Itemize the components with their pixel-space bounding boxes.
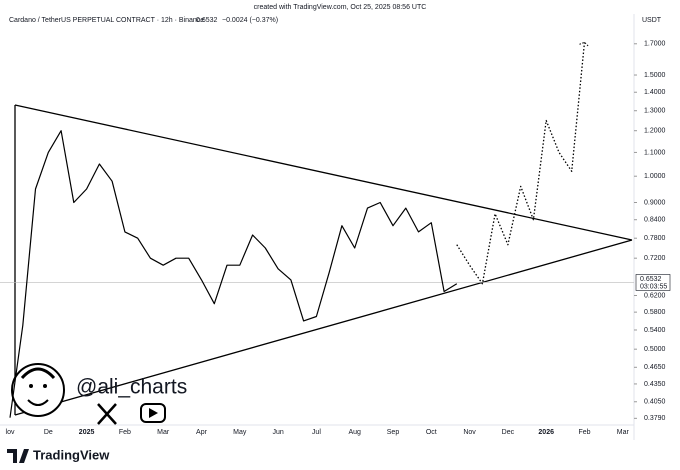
y-tick-label: 0.5000 — [644, 346, 666, 353]
y-tick-label: 0.4650 — [644, 364, 666, 371]
header-price: 0.6532 — [196, 17, 218, 24]
last-price-label: 0.6532 — [640, 276, 662, 283]
x-tick-label: De — [44, 429, 53, 436]
x-tick-label: Jul — [312, 429, 321, 436]
youtube-play — [149, 408, 158, 418]
y-tick-label: 1.1000 — [644, 149, 666, 156]
x-tick-label: lov — [6, 429, 15, 436]
y-tick-label: 1.3000 — [644, 108, 666, 115]
youtube-logo — [140, 403, 166, 423]
series-line — [456, 42, 586, 285]
last-price-box — [635, 274, 671, 291]
y-tick-label: 0.9000 — [644, 199, 666, 206]
x-tick-label: Nov — [463, 429, 476, 436]
x-tick-label: Feb — [578, 429, 590, 436]
upper-trendline — [14, 104, 633, 241]
avatar-hair — [20, 367, 56, 380]
avatar-eye — [43, 384, 47, 388]
x-tick-label: Mar — [617, 429, 630, 436]
y-tick-label: 0.6200 — [644, 292, 666, 299]
y-tick-label: 0.3790 — [644, 415, 666, 422]
x-tick-label: Feb — [119, 429, 131, 436]
arrow-head — [579, 41, 589, 47]
y-tick-label: 0.7200 — [644, 255, 666, 262]
y-tick-label: 1.7000 — [644, 41, 666, 48]
brand: TradingView — [33, 447, 110, 462]
x-tick-label: 2025 — [79, 429, 95, 436]
brand-logo — [7, 449, 29, 463]
y-tick-label: 0.5400 — [644, 327, 666, 334]
trendlines — [14, 104, 633, 416]
y-tick-label: 1.5000 — [644, 72, 666, 79]
lower-trendline — [14, 239, 633, 416]
x-tick-label: Sep — [387, 429, 400, 436]
x-tick-label: Aug — [348, 429, 361, 436]
y-tick-label: 1.2000 — [644, 128, 666, 135]
x-tick-label: May — [233, 429, 247, 436]
y-tick-label: 0.7800 — [644, 235, 666, 242]
x-logo — [97, 403, 117, 425]
chart-title: Cardano / TetherUS PERPETUAL CONTRACT · … — [9, 17, 204, 24]
avatar-mouth — [27, 399, 49, 406]
avatar-head — [11, 363, 65, 417]
footer — [0, 440, 680, 470]
countdown: 03:03:55 — [640, 283, 667, 290]
x-tick-label: Dec — [502, 429, 515, 436]
series-line — [9, 130, 458, 418]
x-tick-label: 2026 — [538, 429, 554, 436]
avatar — [11, 363, 65, 417]
watermark: @ali_charts — [76, 376, 187, 399]
currency: USDT — [642, 17, 662, 24]
x-tick-label: Oct — [426, 429, 437, 436]
header-change: −0.0024 (−0.37%) — [222, 17, 278, 24]
x-tick-label: Apr — [196, 429, 208, 436]
y-tick-label: 0.5800 — [644, 309, 666, 316]
y-tick-label: 1.4000 — [644, 89, 666, 96]
x-tick-label: Jun — [272, 429, 283, 436]
y-tick-label: 0.4350 — [644, 381, 666, 388]
avatar-eye — [29, 384, 33, 388]
y-tick-label: 1.0000 — [644, 173, 666, 180]
x-tick-label: Mar — [157, 429, 170, 436]
y-tick-label: 0.4050 — [644, 399, 666, 406]
created-note: created with TradingView.com, Oct 25, 20… — [254, 4, 427, 11]
y-tick-label: 0.8400 — [644, 217, 666, 224]
